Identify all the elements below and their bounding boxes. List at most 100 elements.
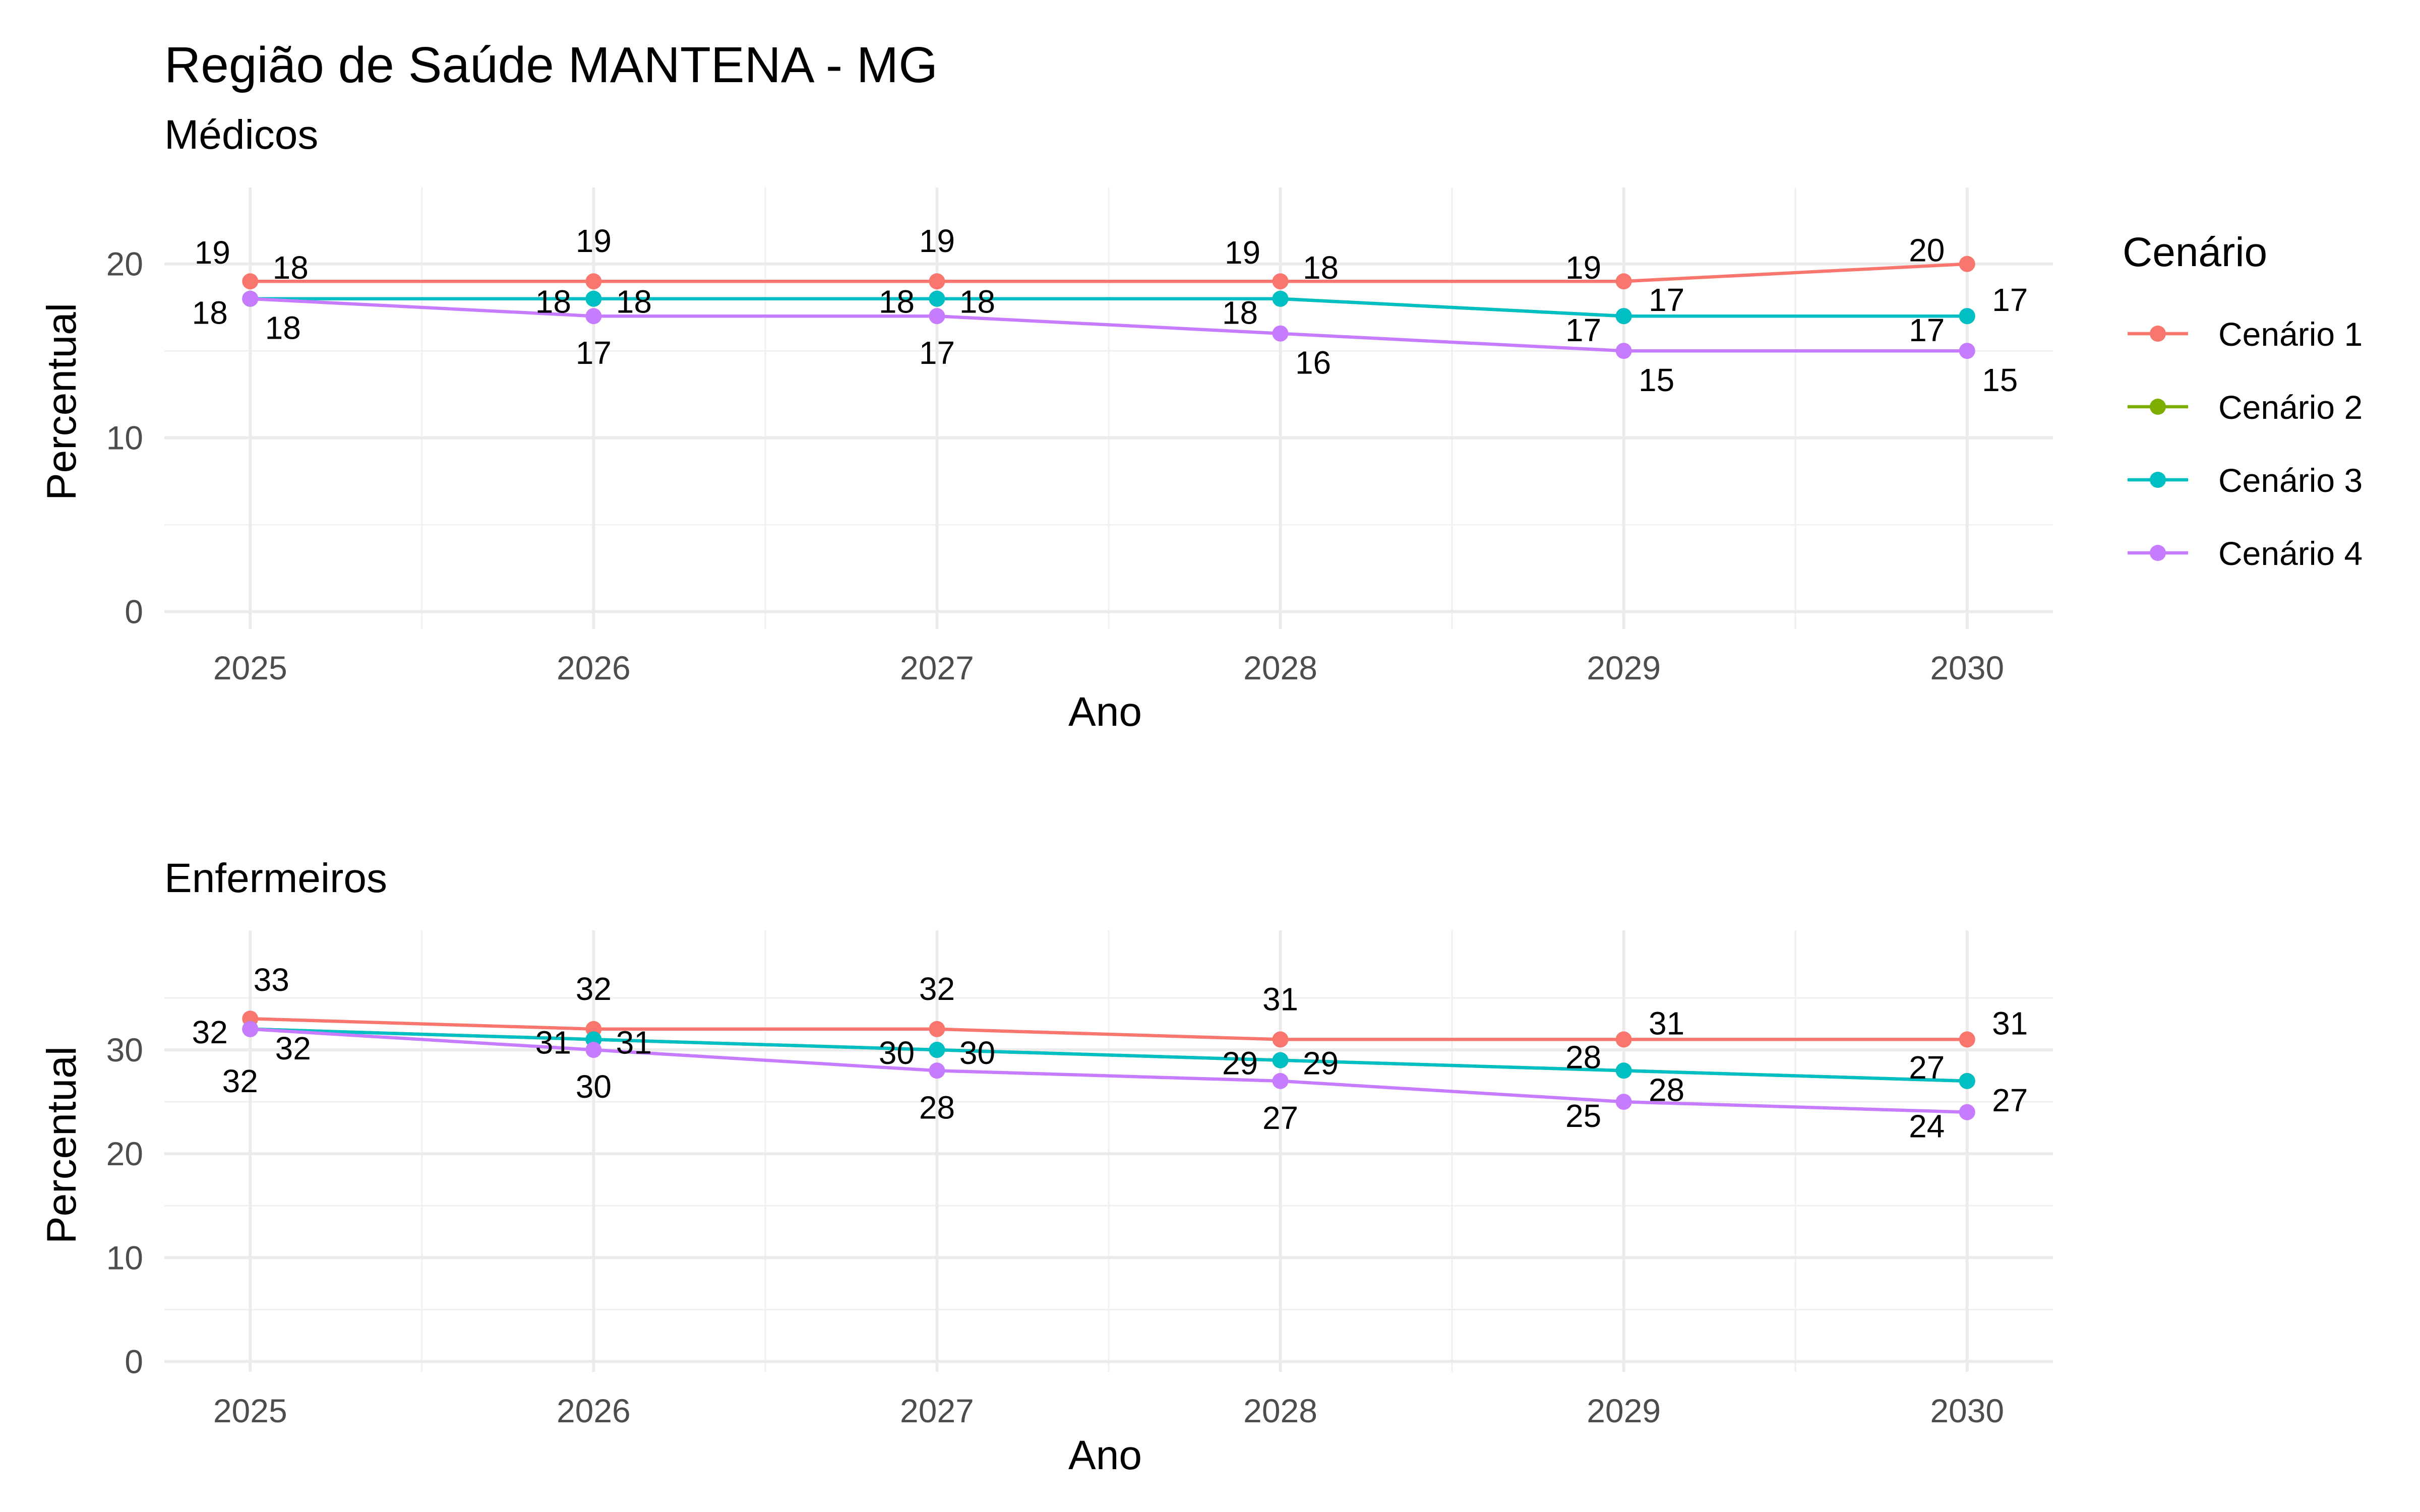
- data-point: [1615, 1062, 1632, 1079]
- data-label: 32: [919, 971, 955, 1007]
- data-label: 31: [1262, 981, 1298, 1017]
- y-tick-label: 0: [125, 1343, 143, 1380]
- data-label: 17: [1992, 282, 2028, 318]
- data-label: 32: [275, 1030, 311, 1066]
- data-point: [1959, 1104, 1975, 1120]
- data-label: 19: [576, 223, 612, 259]
- data-point: [1615, 343, 1632, 359]
- y-tick-label: 30: [106, 1031, 143, 1068]
- legend-label: Cenário 2: [2218, 389, 2363, 426]
- enfermeiros-panel: Enfermeiros Ano Percentual 2025 2026 2027 2…: [39, 855, 2053, 1478]
- data-label: 15: [1982, 362, 2018, 398]
- data-label: 18: [265, 310, 301, 346]
- data-label: 17: [1565, 312, 1601, 348]
- data-label: 30: [879, 1035, 915, 1071]
- y-tick-label: 20: [106, 245, 143, 283]
- x-tick-label: 2028: [1243, 1392, 1317, 1429]
- series-line: [250, 1027, 1967, 1083]
- data-point: [1959, 1073, 1975, 1089]
- data-label: 18: [273, 249, 309, 286]
- data-label: 18: [1222, 295, 1258, 331]
- data-label: 18: [535, 284, 571, 320]
- data-point: [929, 1062, 945, 1079]
- legend-label: Cenário 3: [2218, 462, 2363, 499]
- data-label: 24: [1909, 1108, 1945, 1145]
- x-tick-label: 2029: [1587, 649, 1661, 686]
- data-label: 19: [1565, 249, 1601, 286]
- data-point: [1272, 1052, 1289, 1068]
- data-label: 15: [1639, 362, 1674, 398]
- data-point: [1272, 273, 1289, 290]
- data-point: [585, 290, 602, 307]
- y-tick-label: 10: [106, 1239, 143, 1276]
- data-label: 27: [1992, 1082, 2028, 1118]
- legend-label: Cenário 4: [2218, 535, 2363, 572]
- x-tick-label: 2030: [1930, 1392, 2004, 1429]
- data-point: [1615, 308, 1632, 325]
- data-label: 30: [959, 1035, 995, 1071]
- x-tick-label: 2025: [213, 1392, 287, 1429]
- legend-key-point: [2150, 399, 2166, 415]
- data-label: 17: [1649, 282, 1684, 318]
- y-tick-label: 0: [125, 593, 143, 631]
- series-line: [250, 262, 1967, 283]
- data-label: 18: [879, 284, 915, 320]
- x-tick-label: 2026: [557, 649, 631, 686]
- legend-key-point: [2150, 326, 2166, 342]
- data-label: 29: [1303, 1045, 1339, 1082]
- data-label: 20: [1909, 232, 1945, 269]
- medicos-x-axis-title: Ano: [1068, 689, 1142, 735]
- data-point: [1959, 1031, 1975, 1048]
- data-point: [1272, 1031, 1289, 1048]
- data-point: [1615, 1031, 1632, 1048]
- data-point: [585, 308, 602, 325]
- legend-key-point: [2150, 472, 2166, 488]
- series-line: [250, 1017, 1967, 1041]
- data-label: 31: [616, 1024, 652, 1060]
- data-point: [1615, 1094, 1632, 1110]
- data-point: [929, 1021, 945, 1037]
- legend-title: Cenário: [2123, 229, 2267, 275]
- data-label: 32: [192, 1014, 228, 1050]
- data-label: 17: [919, 335, 955, 371]
- data-label: 31: [1649, 1005, 1684, 1041]
- data-label: 18: [1303, 249, 1339, 286]
- data-point: [929, 308, 945, 325]
- data-point: [1959, 256, 1975, 272]
- medicos-panel: Médicos Ano Percentual 2025 2026 2027 2028 2…: [39, 112, 2053, 735]
- x-tick-label: 2029: [1587, 1392, 1661, 1429]
- data-point: [1272, 325, 1289, 342]
- data-point: [585, 1042, 602, 1058]
- data-label: 32: [576, 971, 612, 1007]
- data-point: [1615, 273, 1632, 290]
- y-tick-label: 20: [106, 1135, 143, 1172]
- data-point: [929, 290, 945, 307]
- enfermeiros-x-axis-title: Ano: [1068, 1432, 1142, 1478]
- data-point: [585, 273, 602, 290]
- data-point: [1272, 1073, 1289, 1089]
- x-tick-label: 2030: [1930, 649, 2004, 686]
- data-label: 19: [919, 223, 955, 259]
- x-tick-label: 2027: [900, 1392, 974, 1429]
- data-label: 25: [1565, 1098, 1601, 1134]
- data-label: 18: [616, 284, 652, 320]
- medicos-y-axis-title: Percentual: [39, 303, 85, 500]
- data-point: [1959, 343, 1975, 359]
- data-point: [1272, 290, 1289, 307]
- data-label: 28: [919, 1089, 955, 1125]
- data-label: 19: [195, 234, 230, 271]
- data-label: 17: [576, 335, 612, 371]
- data-label: 31: [1992, 1005, 2028, 1041]
- medicos-subtitle: Médicos: [164, 112, 318, 158]
- legend-label: Cenário 1: [2218, 316, 2363, 353]
- legend-key-point: [2150, 545, 2166, 561]
- data-label: 17: [1909, 312, 1945, 348]
- data-label: 27: [1262, 1100, 1298, 1136]
- data-label: 29: [1222, 1045, 1258, 1082]
- data-point: [1959, 308, 1975, 325]
- data-label: 28: [1565, 1039, 1601, 1075]
- data-label: 19: [1225, 234, 1260, 271]
- x-tick-label: 2026: [557, 1392, 631, 1429]
- series-line: [250, 297, 1967, 353]
